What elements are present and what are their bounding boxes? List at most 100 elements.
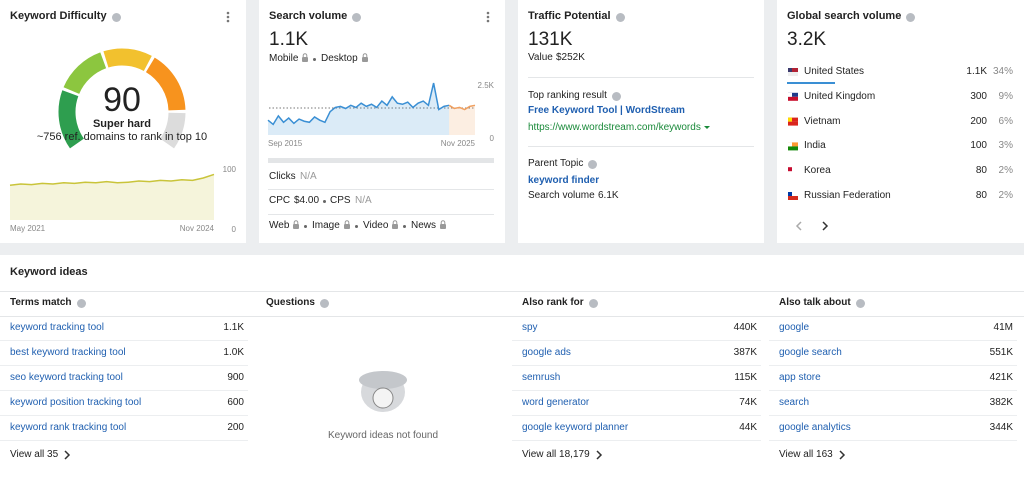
metric-value: N/A [300,171,317,182]
keyword-volume: 115K [734,372,757,383]
country-volume: 200 [970,115,987,127]
chevron-icon [822,221,829,231]
view-all-link[interactable]: View all 35 [10,449,59,460]
keyword-volume: 1.1K [223,322,244,333]
card-title: Search volume [269,10,348,23]
keyword-link[interactable]: google search [779,347,842,358]
volume-card [259,0,505,243]
divider [0,340,248,341]
divider [0,365,248,366]
flag-icon [788,146,798,151]
keyword-link[interactable]: google [779,322,810,333]
x-tick-label: Nov 2025 [440,139,475,149]
country-name[interactable]: Korea [804,165,831,177]
keyword-link[interactable]: keyword tracking tool [10,322,104,333]
menu-icon [226,19,230,23]
country-share: 9% [998,90,1013,102]
divider [268,189,494,190]
keyword-volume: 421K [989,372,1013,383]
keyword-link[interactable]: app store [779,372,821,383]
keyword-volume: 440K [733,322,757,333]
help-icon [616,12,625,22]
country-name[interactable]: Vietnam [804,115,841,127]
country-share: 34% [992,66,1013,77]
country-name[interactable]: United Kingdom [804,90,876,102]
difficulty-level: Super hard [92,118,152,131]
help-icon [589,298,598,308]
value-amount: $252K [556,52,585,63]
keyword-link[interactable]: spy [522,322,538,333]
menu-icon [486,19,490,23]
metric-value: N/A [355,195,372,206]
serp-feature: Video [363,220,389,231]
keyword-link[interactable]: word generator [522,397,590,408]
global-value: 3.2K [787,28,827,50]
keyword-link[interactable]: keyword position tracking tool [10,397,142,408]
help-icon [352,12,361,22]
metric-label: CPC [269,195,291,206]
keyword-link[interactable]: seo keyword tracking tool [10,372,123,383]
metric-label: CPS [330,195,351,206]
flag-icon [788,68,798,72]
country-name[interactable]: Russian Federation [804,190,891,201]
y-tick-label: 100 [222,165,236,175]
country-share: 2% [998,190,1013,201]
keyword-link[interactable]: google analytics [779,422,851,433]
help-icon [77,298,86,308]
section-title: Keyword ideas [10,266,88,279]
lock-icon [392,220,398,224]
kd-card [0,0,246,243]
keyword-link[interactable]: search [779,397,810,408]
volume-value: 1.1K [269,28,309,50]
parent-topic[interactable]: keyword finder [528,175,600,186]
keyword-link[interactable]: keyword rank tracking tool [10,422,127,433]
keyword-link[interactable]: best keyword tracking tool [10,347,126,358]
section-label: Parent Topic [528,158,584,169]
empty-message: Keyword ideas not found [327,430,439,441]
separator-dot [313,57,316,61]
lock-icon [302,57,308,62]
country-share: 2% [998,165,1013,177]
gauge-segment [159,112,186,149]
country-name[interactable]: India [804,140,826,152]
keyword-volume: 344K [989,422,1013,433]
trend-line [448,104,476,111]
view-all-link[interactable]: View all 163 [779,449,833,460]
keyword-volume: 900 [227,372,244,383]
lock-icon [362,57,368,62]
flag-icon [788,117,792,122]
y-tick-label: 2.5K [477,81,494,91]
device-label: Mobile [269,53,299,64]
view-all-link[interactable]: View all 18,179 [522,449,590,460]
keyword-link[interactable]: google keyword planner [522,422,629,433]
divider [769,415,1017,416]
column-title: Terms match [10,297,72,308]
parent-volume: 6.1K [598,190,619,201]
selected-indicator [787,82,835,84]
flag-icon [788,167,792,172]
keyword-link[interactable]: google ads [522,347,571,358]
separator-dot [403,224,406,228]
serp-feature: Web [269,220,290,231]
traffic-card [518,0,764,243]
x-tick-label: Nov 2024 [179,224,214,234]
top-result-url[interactable]: https://www.wordstream.com/keywords [528,122,701,133]
lock-icon [293,220,299,224]
top-result-title[interactable]: Free Keyword Tool | WordStream [528,105,685,116]
x-tick-label: May 2021 [10,224,46,234]
keyword-link[interactable]: semrush [522,372,561,383]
keyword-volume: 382K [989,397,1013,408]
country-name[interactable]: United States [804,66,865,77]
area-fill [10,174,214,220]
flag-icon [788,192,798,196]
section-label: Top ranking result [528,90,607,101]
separator-dot [323,199,326,203]
divider [769,340,1017,341]
flag-icon [788,72,798,76]
flag-icon [788,171,798,176]
gauge-segment [103,48,152,72]
y-tick-label: 0 [489,134,494,144]
difficulty-score: 90 [103,80,141,119]
flag-icon [788,167,798,172]
